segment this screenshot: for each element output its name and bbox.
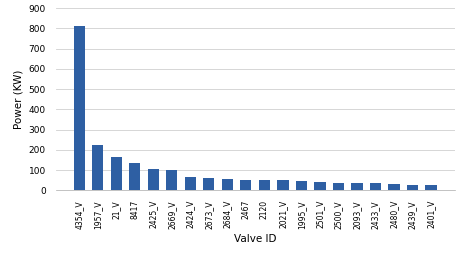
Bar bbox=[184, 177, 195, 190]
Bar bbox=[406, 185, 417, 190]
Y-axis label: Power (KW): Power (KW) bbox=[13, 70, 23, 129]
Bar bbox=[369, 183, 380, 190]
Bar bbox=[221, 179, 232, 190]
X-axis label: Valve ID: Valve ID bbox=[233, 234, 276, 244]
Bar bbox=[203, 178, 214, 190]
Bar bbox=[74, 26, 85, 190]
Bar bbox=[92, 145, 103, 190]
Bar bbox=[258, 180, 269, 190]
Bar bbox=[314, 182, 325, 190]
Bar bbox=[425, 185, 436, 190]
Bar bbox=[129, 163, 140, 190]
Bar bbox=[388, 184, 399, 190]
Bar bbox=[240, 180, 251, 190]
Bar bbox=[332, 183, 343, 190]
Bar bbox=[148, 169, 159, 190]
Bar bbox=[111, 157, 122, 190]
Bar bbox=[295, 181, 307, 190]
Bar bbox=[350, 183, 362, 190]
Bar bbox=[166, 170, 177, 190]
Bar bbox=[277, 180, 288, 190]
